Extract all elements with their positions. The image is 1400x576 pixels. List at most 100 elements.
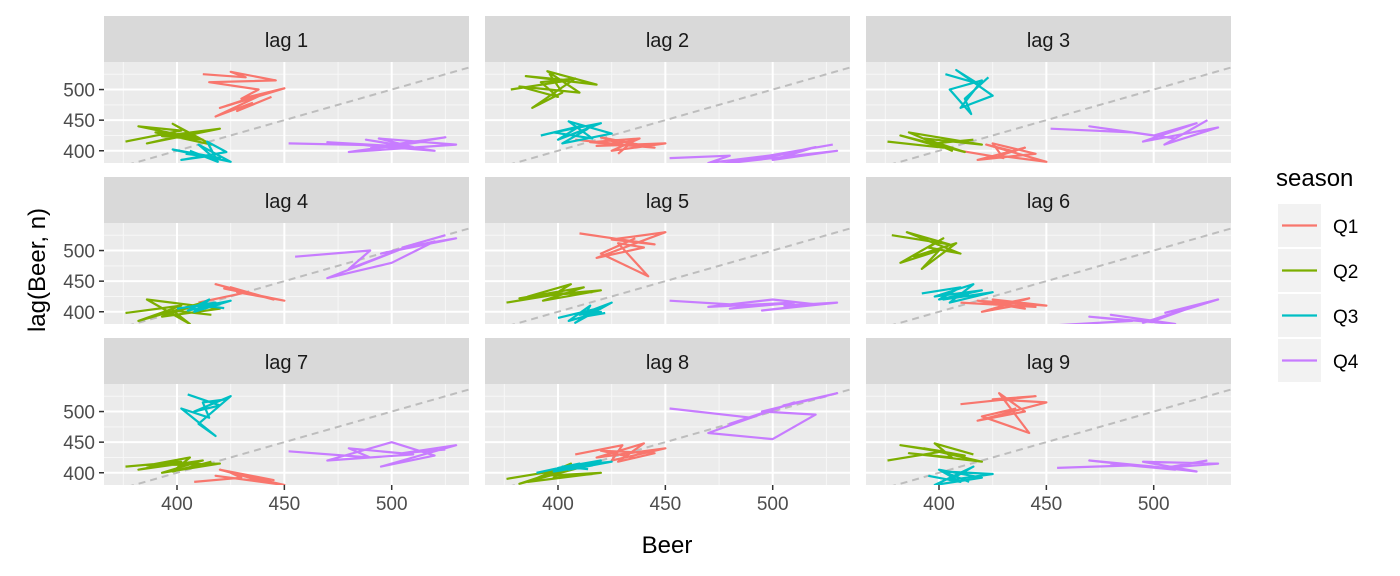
- series-line-q4: [669, 298, 839, 312]
- reference-line: [892, 388, 1231, 485]
- x-axis-title: Beer: [642, 532, 693, 559]
- facet-strip: [866, 338, 1231, 384]
- facet-lag-1: lag 1: [104, 16, 469, 163]
- panel-plot-area: [510, 66, 850, 163]
- facet-lag-9: lag 9: [866, 338, 1231, 485]
- panel-background: [104, 384, 469, 485]
- series-line-q4: [1058, 298, 1220, 324]
- panel-plot-area: [887, 66, 1231, 163]
- series-line-q4: [669, 143, 839, 163]
- series-line-q4: [295, 234, 458, 280]
- series-line-q2: [506, 283, 603, 304]
- y-tick-label: 450: [63, 111, 95, 132]
- x-tick-label: 400: [542, 494, 574, 515]
- facet-lag-4: lag 4: [104, 177, 469, 324]
- y-axis-title: lag(Beer, n): [24, 208, 51, 332]
- series-line-q1: [960, 142, 1048, 163]
- facet-lag-3: lag 3: [866, 16, 1231, 163]
- x-tick-label: 500: [757, 494, 789, 515]
- panel-plot-area: [506, 227, 850, 324]
- series-line-q1: [574, 442, 667, 463]
- series-line-q4: [1050, 119, 1220, 146]
- legend-title: season: [1276, 165, 1353, 192]
- series-line-q3: [557, 301, 613, 324]
- legend-entry-q3: Q3: [1278, 294, 1358, 337]
- facet-strip-label: lag 8: [646, 352, 689, 374]
- panel-plot-area: [125, 388, 469, 485]
- legend-label: Q4: [1333, 352, 1359, 373]
- legend: season Q1 Q2 Q3 Q4: [1276, 165, 1359, 382]
- legend-entry-q1: Q1: [1278, 204, 1358, 247]
- facet-strip: [104, 177, 469, 223]
- y-tick-label: 450: [63, 433, 95, 454]
- facet-strip-label: lag 7: [265, 352, 308, 374]
- facet-strip-label: lag 1: [265, 30, 308, 52]
- series-line-q3: [921, 283, 994, 304]
- reference-line: [892, 227, 1231, 324]
- y-tick-label: 450: [63, 272, 95, 293]
- panel-plot-area: [887, 388, 1231, 485]
- x-tick-label: 500: [376, 494, 408, 515]
- series-line-q2: [887, 442, 984, 463]
- facet-strip: [485, 338, 850, 384]
- series-line-q2: [891, 231, 962, 270]
- facet-strip-label: lag 5: [646, 191, 689, 213]
- y-tick-label: 500: [63, 403, 95, 424]
- x-tick-label: 500: [1138, 494, 1170, 515]
- facet-strip: [866, 177, 1231, 223]
- facet-lag-5: lag 5: [485, 177, 850, 324]
- x-tick-label: 450: [1031, 494, 1063, 515]
- series-line-q1: [960, 297, 1048, 313]
- series-line-q1: [579, 231, 667, 278]
- panel-plot-area: [125, 66, 469, 163]
- legend-label: Q1: [1333, 217, 1358, 238]
- series-line-q3: [180, 393, 232, 438]
- series-line-q3: [928, 465, 994, 485]
- facet-strip-label: lag 6: [1027, 191, 1070, 213]
- panel-background: [866, 62, 1231, 163]
- x-tick-label: 400: [161, 494, 193, 515]
- reference-line: [130, 66, 469, 163]
- x-tick-label: 450: [269, 494, 301, 515]
- facet-strip-label: lag 4: [265, 191, 308, 213]
- facet-lag-7: lag 7: [104, 338, 469, 485]
- panel-background: [485, 223, 850, 324]
- panel-plot-area: [125, 227, 469, 324]
- panel-plot-area: [506, 388, 850, 485]
- reference-line: [892, 66, 1231, 163]
- legend-entry-q4: Q4: [1278, 339, 1359, 382]
- series-line-q1: [202, 70, 286, 118]
- series-line-q2: [125, 456, 221, 474]
- facet-strip-label: lag 3: [1027, 30, 1070, 52]
- y-tick-label: 400: [63, 142, 95, 163]
- reference-line: [511, 66, 850, 163]
- series-line-q1: [198, 283, 286, 304]
- series-line-q1: [960, 392, 1048, 435]
- series-line-q4: [288, 441, 458, 468]
- panel-plot-area: [891, 227, 1231, 324]
- series-line-q2: [125, 122, 221, 146]
- series-line-q3: [540, 120, 613, 145]
- y-tick-label: 400: [63, 464, 95, 485]
- facet-strip-label: lag 9: [1027, 352, 1070, 374]
- series-line-q3: [945, 68, 994, 116]
- legend-entry-q2: Q2: [1278, 249, 1358, 292]
- x-tick-label: 450: [650, 494, 682, 515]
- series-line-q4: [288, 136, 458, 154]
- series-line-q3: [171, 140, 232, 163]
- series-line-q2: [125, 298, 221, 324]
- facet-panels: lag 1 lag 2 lag 3 lag 4 lag 5 lag 6 lag 7 lag 8…: [104, 16, 1231, 485]
- series-line-q1: [575, 136, 667, 155]
- facet-lag-8: lag 8: [485, 338, 850, 485]
- facet-lag-2: lag 2: [485, 16, 850, 163]
- facet-strip: [866, 16, 1231, 62]
- facet-strip: [485, 177, 850, 223]
- series-line-q4: [669, 392, 839, 441]
- legend-label: Q2: [1333, 262, 1358, 283]
- y-tick-label: 500: [63, 81, 95, 102]
- facet-strip: [104, 338, 469, 384]
- facet-strip: [104, 16, 469, 62]
- y-tick-label: 500: [63, 242, 95, 263]
- series-line-q1: [194, 468, 286, 485]
- series-line-q2: [510, 70, 598, 110]
